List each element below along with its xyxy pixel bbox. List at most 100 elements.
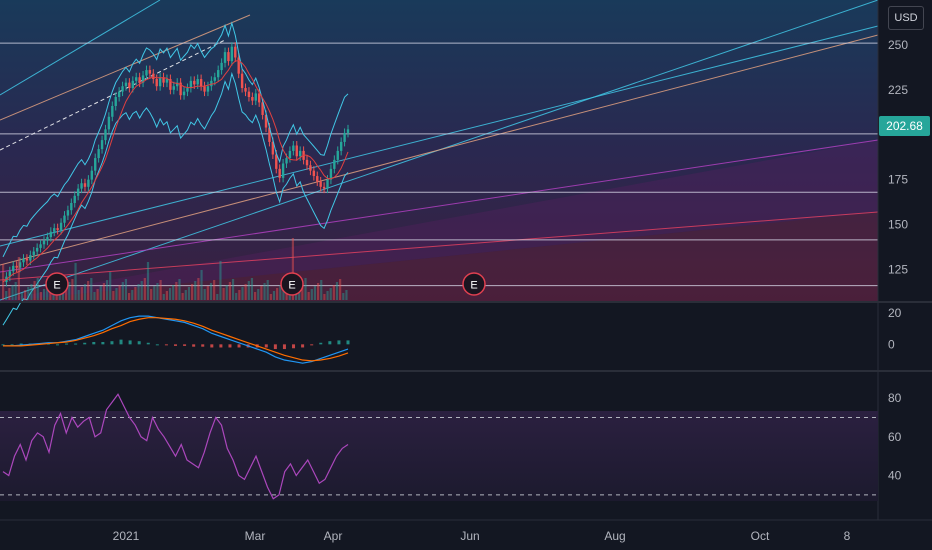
candle-body: [312, 170, 316, 177]
candle-body: [298, 150, 302, 157]
volume-bar: [178, 279, 181, 300]
volume-bar: [124, 279, 128, 300]
candle-body: [264, 114, 268, 128]
volume-bar: [219, 261, 222, 300]
volume-bar: [96, 289, 99, 300]
volume-bar: [20, 293, 24, 300]
volume-bar: [244, 284, 247, 300]
volume-bar: [55, 294, 58, 300]
candle-body: [73, 195, 76, 203]
earnings-label: E: [470, 280, 477, 292]
lower-band-line: [2, 71, 349, 326]
earnings-label: E: [53, 280, 60, 292]
currency-selector[interactable]: USD: [888, 6, 924, 30]
volume-bar: [42, 289, 46, 300]
candle-body: [165, 79, 169, 83]
candle-body: [271, 141, 275, 155]
candle-body: [70, 202, 73, 211]
volume-bar: [80, 287, 83, 300]
macd-histogram-bar: [319, 342, 323, 345]
rsi-line: [2, 393, 349, 500]
volume-bar: [90, 278, 93, 300]
volume-bar: [323, 294, 326, 300]
candle-body: [329, 168, 333, 180]
candle-body: [172, 86, 175, 90]
volume-bar: [46, 286, 49, 300]
volume-bar: [112, 291, 115, 300]
candle-body: [155, 79, 158, 87]
candle-body: [42, 240, 46, 245]
candle-body: [131, 80, 135, 89]
volume-bar: [102, 283, 105, 300]
volume-bar: [128, 293, 131, 300]
volume-bar: [209, 283, 213, 300]
candle-body: [66, 210, 70, 216]
volume-bar: [36, 278, 39, 300]
volume-bar: [33, 281, 36, 300]
macd-histogram-bar: [110, 341, 114, 345]
price-candles: [2, 21, 350, 326]
macd-histogram-bar: [74, 343, 78, 345]
volume-bar: [121, 282, 124, 300]
volume-bar: [250, 278, 254, 300]
volume-bar: [301, 281, 304, 300]
volume-bar: [5, 291, 8, 300]
volume-bar: [272, 291, 276, 300]
macd-histogram-bar: [292, 344, 296, 349]
volume-bar: [153, 286, 156, 300]
volume-bar: [263, 283, 266, 300]
zone-red: [0, 212, 878, 302]
candle-body: [309, 165, 312, 171]
volume-bar: [58, 291, 61, 300]
candle-body: [199, 79, 203, 87]
candle-body: [254, 93, 257, 101]
volume-bar: [175, 282, 178, 300]
candle-body: [128, 82, 131, 89]
volume-bar: [109, 272, 112, 300]
trend-line: [0, 14, 251, 121]
price-axis-label: 225: [888, 83, 908, 97]
candle-body: [223, 52, 227, 63]
volume-bar: [191, 284, 194, 300]
candle-body: [135, 77, 138, 81]
signal-line: [3, 317, 349, 362]
earnings-label: E: [288, 280, 295, 292]
candle-body: [148, 70, 152, 74]
volume-bar: [194, 281, 197, 300]
candle-body: [90, 170, 94, 180]
volume-bar: [168, 288, 172, 300]
candle-body: [281, 163, 285, 178]
volume-bar: [329, 288, 332, 300]
candle-body: [240, 73, 244, 89]
volume-bar: [184, 290, 187, 300]
volume-bar: [39, 292, 42, 300]
candle-body: [336, 150, 339, 160]
rsi-pane-background: [0, 411, 878, 501]
candle-body: [292, 145, 295, 151]
earnings-marker: [280, 272, 304, 296]
candle-body: [186, 88, 189, 92]
trend-line: [0, 211, 879, 281]
macd-histogram-bar: [83, 342, 87, 345]
volume-bar: [159, 280, 162, 300]
candle-body: [261, 102, 264, 115]
volume-bar: [332, 285, 335, 300]
macd-histogram-bar: [155, 344, 159, 346]
candle-body: [83, 183, 87, 187]
price-axis-label: 125: [888, 262, 908, 276]
candle-body: [268, 127, 271, 142]
candle-body: [196, 79, 199, 85]
price-axis-label: 150: [888, 218, 908, 232]
volume-bar: [247, 281, 250, 300]
candle-body: [56, 228, 59, 230]
candle-body: [76, 188, 80, 196]
candle-body: [213, 77, 216, 81]
candle-body: [46, 237, 49, 241]
macd-histogram-bar: [192, 344, 196, 347]
candle-body: [210, 80, 213, 87]
macd-histogram-bar: [282, 344, 286, 350]
candle-body: [49, 231, 53, 238]
macd-histogram-bar: [128, 340, 132, 345]
